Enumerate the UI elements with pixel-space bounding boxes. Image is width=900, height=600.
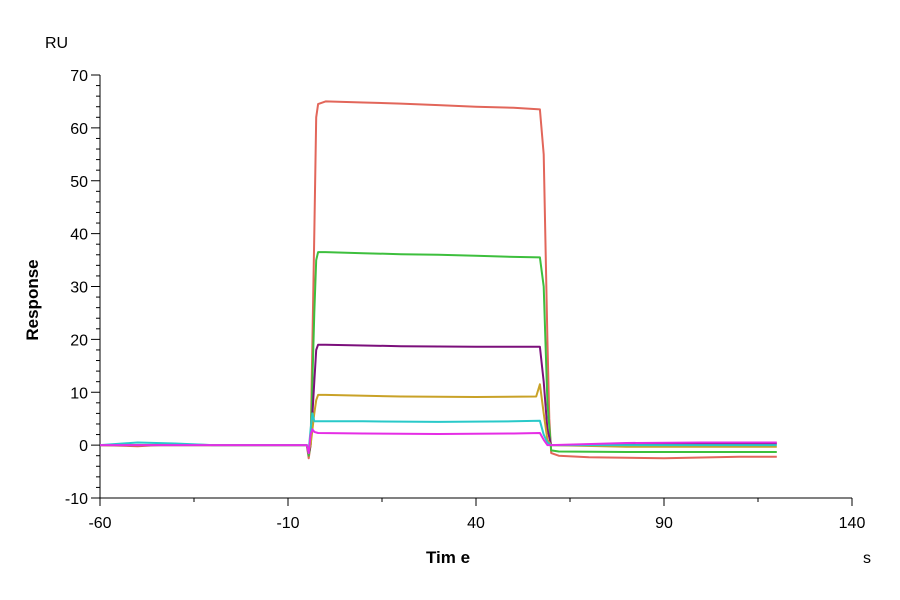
x-tick-label: 90 bbox=[655, 515, 673, 532]
y-tick-label: 40 bbox=[70, 227, 88, 244]
series-layer bbox=[99, 100, 777, 460]
y-tick-label: 50 bbox=[70, 174, 88, 191]
series-line-1 bbox=[99, 100, 777, 460]
y-tick-label: 60 bbox=[70, 121, 88, 138]
x-axis-unit: s bbox=[863, 550, 871, 567]
series-line-2 bbox=[100, 251, 777, 457]
series-line-3 bbox=[100, 343, 777, 455]
x-tick-label: 40 bbox=[467, 515, 485, 532]
x-axis-title: Tim e bbox=[426, 548, 470, 567]
x-tick-label: -60 bbox=[88, 515, 111, 532]
y-tick-label: -10 bbox=[65, 491, 88, 508]
y-tick-label: 0 bbox=[79, 438, 88, 455]
y-tick-label: 70 bbox=[70, 68, 88, 85]
y-axis-title: Response bbox=[23, 259, 42, 340]
x-tick-label: 140 bbox=[839, 515, 866, 532]
y-axis-unit: RU bbox=[45, 35, 68, 52]
x-tick-label: -10 bbox=[276, 515, 299, 532]
y-tick-label: 10 bbox=[70, 385, 88, 402]
y-tick-label: 20 bbox=[70, 332, 88, 349]
y-tick-label: 30 bbox=[70, 280, 88, 297]
series-line-6 bbox=[100, 428, 777, 455]
series-line-4 bbox=[100, 383, 777, 452]
